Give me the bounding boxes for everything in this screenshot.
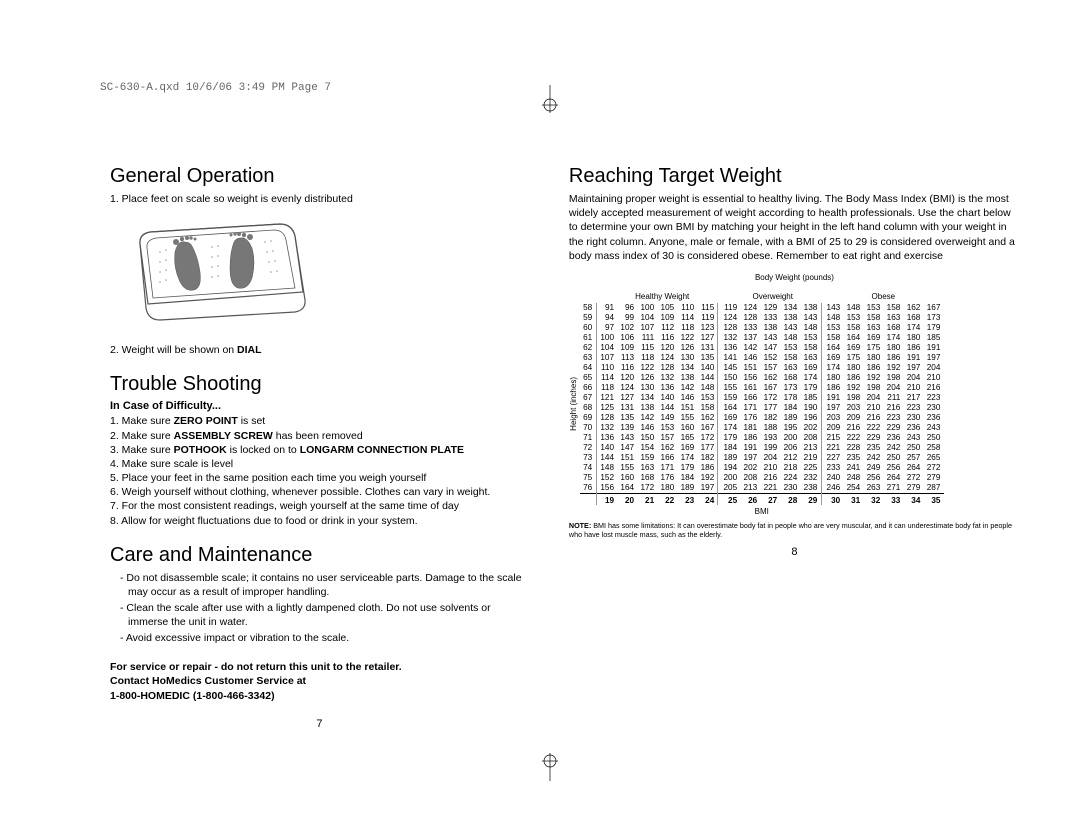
scale-illustration bbox=[120, 212, 529, 337]
bmi-row: 6511412012613213814415015616216817418018… bbox=[580, 373, 944, 383]
heading-care: Care and Maintenance bbox=[110, 544, 529, 567]
bmi-note: NOTE: BMI has some limitations: It can o… bbox=[569, 522, 1020, 539]
troubleshoot-item: 2. Make sure ASSEMBLY SCREW has been rem… bbox=[110, 429, 529, 443]
care-item: Clean the scale after use with a lightly… bbox=[120, 601, 529, 629]
bmi-values-row: 1920212223242526272829303132333435 bbox=[580, 493, 944, 505]
care-item: Do not disassemble scale; it contains no… bbox=[120, 571, 529, 599]
heading-reaching-target: Reaching Target Weight bbox=[569, 165, 1020, 188]
care-item: Avoid excessive impact or vibration to t… bbox=[120, 631, 529, 645]
bmi-category-header: Obese bbox=[823, 292, 944, 301]
troubleshoot-item: 1. Make sure ZERO POINT is set bbox=[110, 414, 529, 428]
troubleshooting-sub: In Case of Difficulty... bbox=[110, 400, 529, 412]
bmi-row: 7113614315015716517217918619320020821522… bbox=[580, 433, 944, 443]
bmi-row: 6411011612212813414014515115716316917418… bbox=[580, 363, 944, 373]
bmi-table: Healthy WeightOverweightObese 5891961001… bbox=[580, 292, 944, 517]
bmi-category-header: Healthy Weight bbox=[602, 292, 723, 301]
bmi-row: 6097102107112118123128133138143148153158… bbox=[580, 323, 944, 333]
bmi-height-label: Height (inches) bbox=[569, 377, 578, 431]
bmi-row: 6611812413013614214815516116717317918619… bbox=[580, 383, 944, 393]
page-number-right: 8 bbox=[569, 546, 1020, 558]
bmi-row: 5994991041091141191241281331381431481531… bbox=[580, 313, 944, 323]
right-page: Reaching Target Weight Maintaining prope… bbox=[549, 165, 1020, 794]
bmi-row: 7214014715416216917718419119920621322122… bbox=[580, 443, 944, 453]
troubleshoot-item: 5. Place your feet in the same position … bbox=[110, 471, 529, 485]
troubleshoot-item: 3. Make sure POTHOOK is locked on to LON… bbox=[110, 443, 529, 457]
bmi-row: 7013213914615316016717418118819520220921… bbox=[580, 423, 944, 433]
troubleshoot-list: 1. Make sure ZERO POINT is set2. Make su… bbox=[110, 414, 529, 527]
bmi-row: 7515216016817618419220020821622423224024… bbox=[580, 473, 944, 483]
bmi-row: 6210410911512012613113614214715315816416… bbox=[580, 343, 944, 353]
left-page: General Operation 1. Place feet on scale… bbox=[110, 165, 549, 794]
bmi-row: 6812513113814415115816417117718419019720… bbox=[580, 403, 944, 413]
bmi-row: 7414815516317117918619420221021822523324… bbox=[580, 463, 944, 473]
care-list: Do not disassemble scale; it contains no… bbox=[110, 571, 529, 646]
bmi-row: 6912813514214915516216917618218919620320… bbox=[580, 413, 944, 423]
bmi-row: 5891961001051101151191241291341381431481… bbox=[580, 303, 944, 313]
bmi-category-header: Overweight bbox=[723, 292, 824, 301]
bmi-row: 6110010611111612212713213714314815315816… bbox=[580, 333, 944, 343]
crop-mark-bottom bbox=[540, 753, 560, 781]
bmi-row: 7314415115916617418218919720421221922723… bbox=[580, 453, 944, 463]
general-op-step2: 2. Weight will be shown on DIAL bbox=[110, 343, 529, 357]
general-op-step1: 1. Place feet on scale so weight is even… bbox=[110, 192, 529, 206]
file-slug: SC-630-A.qxd 10/6/06 3:49 PM Page 7 bbox=[100, 82, 331, 94]
bmi-row: 6712112713414014615315916617217818519119… bbox=[580, 393, 944, 403]
crop-mark-top bbox=[540, 85, 560, 113]
reaching-target-intro: Maintaining proper weight is essential t… bbox=[569, 192, 1020, 263]
page-number-left: 7 bbox=[110, 718, 529, 730]
bmi-row: 6310711311812413013514114615215816316917… bbox=[580, 353, 944, 363]
troubleshoot-item: 8. Allow for weight fluctuations due to … bbox=[110, 514, 529, 528]
service-block: For service or repair - do not return th… bbox=[110, 660, 529, 704]
troubleshoot-item: 7. For the most consistent readings, wei… bbox=[110, 499, 529, 513]
heading-general-operation: General Operation bbox=[110, 165, 529, 188]
heading-troubleshooting: Trouble Shooting bbox=[110, 373, 529, 396]
troubleshoot-item: 4. Make sure scale is level bbox=[110, 457, 529, 471]
bmi-row: 7615616417218018919720521322123023824625… bbox=[580, 483, 944, 494]
troubleshoot-item: 6. Weigh yourself without clothing, when… bbox=[110, 485, 529, 499]
bmi-body-weight-label: Body Weight (pounds) bbox=[569, 273, 1020, 282]
bmi-footer-label: BMI bbox=[580, 507, 944, 516]
